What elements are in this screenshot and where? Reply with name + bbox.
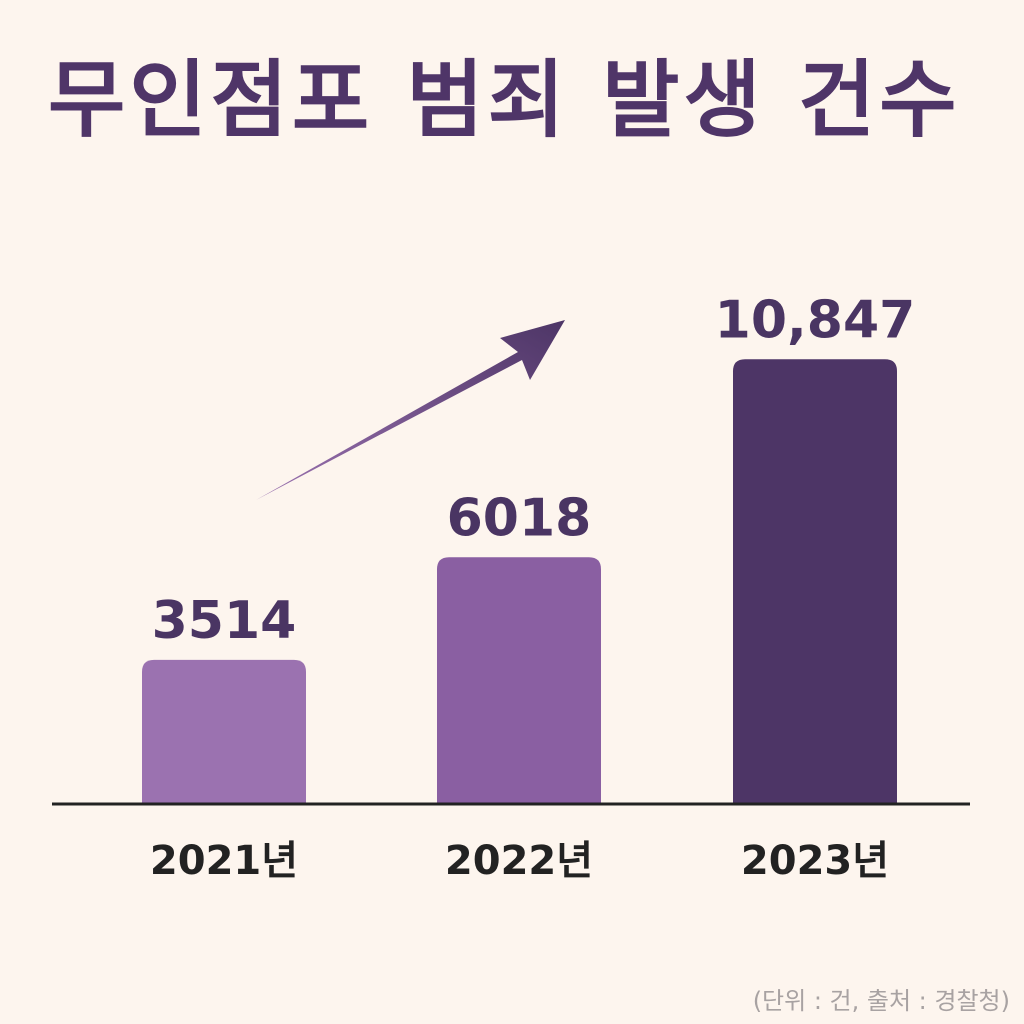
value-label: 10,847 xyxy=(715,290,916,350)
category-label: 2021년 xyxy=(150,838,298,884)
category-label: 2022년 xyxy=(445,838,593,884)
trend-arrow-icon xyxy=(256,320,565,500)
chart-title: 무인점포 범죄 발생 건수 xyxy=(48,51,961,149)
value-label: 3514 xyxy=(152,591,297,651)
bar-2021년 xyxy=(142,659,306,804)
bar-2023년 xyxy=(733,359,897,804)
source-note: (단위 : 건, 출처 : 경찰청) xyxy=(752,987,1010,1015)
bar-2022년 xyxy=(437,557,601,804)
category-label: 2023년 xyxy=(741,838,889,884)
value-label: 6018 xyxy=(447,488,592,548)
